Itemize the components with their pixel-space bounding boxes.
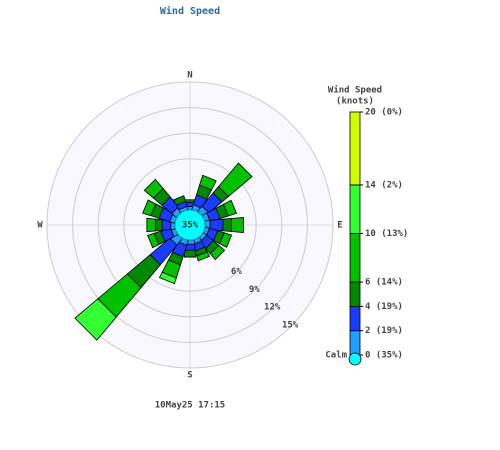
legend-unit: (knots)	[336, 97, 374, 107]
legend-tick-label: 0 (35%)	[365, 351, 403, 361]
legend-tick-label: 14 (2%)	[365, 180, 403, 190]
petal-segment	[146, 217, 156, 233]
petal-segment	[231, 217, 244, 233]
legend-tick-label: 4 (19%)	[365, 302, 403, 312]
ring	[123, 158, 257, 292]
legend-band	[349, 233, 361, 283]
legend-calm	[348, 352, 362, 366]
ring-label: 6%	[231, 267, 242, 277]
legend-band	[349, 184, 361, 234]
chart-title: Wind Speed	[160, 5, 220, 17]
ring	[72, 107, 308, 343]
legend-tick-label: 10 (13%)	[365, 229, 408, 239]
legend-tick-label: 20 (0%)	[365, 108, 403, 118]
direction-label: E	[337, 221, 342, 231]
legend-title: Wind Speed	[328, 85, 382, 96]
petal-segment	[222, 218, 232, 232]
direction-label: W	[37, 221, 43, 231]
legend-band	[349, 111, 361, 186]
ring-label: 9%	[249, 285, 260, 295]
legend-band	[349, 330, 361, 356]
direction-label: N	[187, 71, 192, 81]
ring	[97, 132, 283, 318]
petal-segment	[147, 235, 153, 248]
petal-segment	[154, 218, 163, 232]
legend-tick-label: 6 (14%)	[365, 278, 403, 288]
direction-label: S	[187, 371, 192, 381]
legend-band	[349, 305, 361, 332]
ring-label: 12%	[264, 303, 281, 313]
ring-label: 15%	[282, 321, 299, 331]
timestamp: 10May25 17:15	[155, 401, 225, 411]
legend-band	[349, 281, 361, 307]
petal-segment	[184, 199, 196, 203]
legend-tick-label: 2 (19%)	[365, 326, 403, 336]
legend-calm-label: Calm	[325, 351, 347, 361]
calm-label: 35%	[182, 221, 199, 231]
calm-circle	[174, 209, 206, 241]
ring	[46, 81, 334, 369]
petal-segment	[183, 249, 197, 258]
